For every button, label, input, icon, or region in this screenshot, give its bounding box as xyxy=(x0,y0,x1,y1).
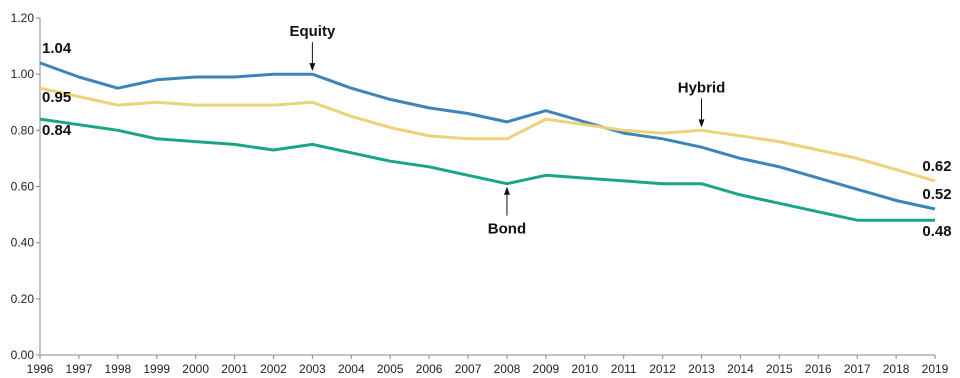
x-tick-label: 2012 xyxy=(649,362,676,376)
annotation-label-equity: Equity xyxy=(289,23,335,40)
annotation-arrowhead xyxy=(698,119,705,128)
x-tick-label: 2018 xyxy=(883,362,910,376)
x-tick-label: 2008 xyxy=(494,362,521,376)
y-tick-label: 0.20 xyxy=(11,292,35,306)
y-tick-label: 0.60 xyxy=(11,180,35,194)
x-tick-label: 1999 xyxy=(143,362,170,376)
x-tick-label: 2009 xyxy=(533,362,560,376)
series-lines xyxy=(39,61,936,222)
annotation-arrowhead xyxy=(503,186,510,195)
x-tick-label: 2003 xyxy=(299,362,326,376)
end-value-label: 0.62 xyxy=(922,158,951,175)
x-tick-label: 2005 xyxy=(377,362,404,376)
annotation-arrowhead xyxy=(309,63,316,72)
end-value-label: 0.48 xyxy=(922,223,951,240)
x-tick-label: 2007 xyxy=(455,362,482,376)
x-tick-label: 2015 xyxy=(766,362,793,376)
y-tick-label: 1.20 xyxy=(11,11,35,25)
x-tick-label: 2001 xyxy=(221,362,248,376)
y-tick-label: 0.40 xyxy=(11,236,35,250)
x-tick-label: 2017 xyxy=(844,362,871,376)
x-tick-label: 2016 xyxy=(805,362,832,376)
axes: 0.00 0.20 0.40 0.60 0.80 1.00 1.20 1996 1997 1998… xyxy=(11,11,949,376)
x-tick-label: 1997 xyxy=(66,362,93,376)
x-tick-label: 2010 xyxy=(571,362,598,376)
annotations: Equity Hybrid Bond xyxy=(289,23,725,238)
annotation-label-bond: Bond xyxy=(488,221,526,238)
start-value-label: 0.95 xyxy=(42,89,71,106)
x-tick-label: 2011 xyxy=(611,362,637,376)
series-line-bond xyxy=(39,117,935,222)
y-tick-label: 0.00 xyxy=(11,348,35,362)
data-labels: 1.04 0.95 0.84 0.62 0.52 0.48 xyxy=(42,40,952,240)
series-line-equity xyxy=(39,61,936,211)
x-tick-label: 2006 xyxy=(416,362,443,376)
series-line-hybrid xyxy=(39,86,936,183)
x-tick-label: 2013 xyxy=(688,362,715,376)
y-tick-label: 0.80 xyxy=(11,123,35,137)
start-value-label: 0.84 xyxy=(42,122,72,139)
x-tick-label: 1998 xyxy=(104,362,131,376)
start-value-label: 1.04 xyxy=(42,40,72,57)
x-tick-label: 2014 xyxy=(727,362,754,376)
x-tick-label: 2002 xyxy=(260,362,287,376)
end-value-label: 0.52 xyxy=(922,186,951,203)
x-tick-label: 2019 xyxy=(922,362,949,376)
x-tick-label: 2000 xyxy=(182,362,209,376)
x-tick-label: 2004 xyxy=(338,362,365,376)
y-tick-label: 1.00 xyxy=(11,67,35,81)
annotation-label-hybrid: Hybrid xyxy=(678,79,726,96)
x-tick-label: 1996 xyxy=(27,362,54,376)
